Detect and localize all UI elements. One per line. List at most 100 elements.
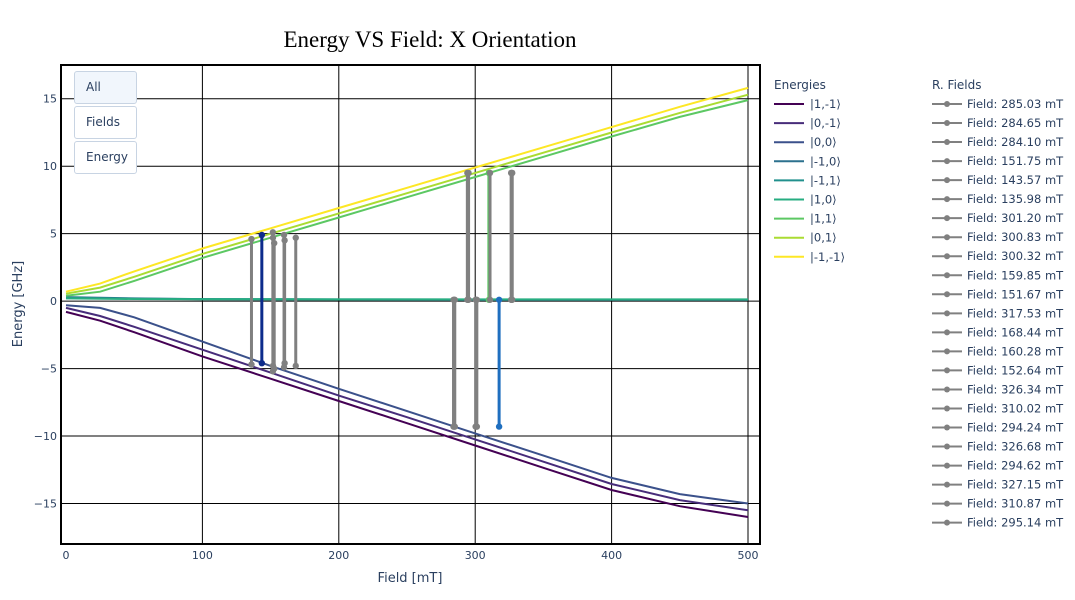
legend-field-marker <box>944 253 950 260</box>
energy-series-line <box>65 99 749 297</box>
legend-field-item[interactable]: Field: 135.98 mT <box>932 192 1064 206</box>
legend-energy-label: |-1,1⟩ <box>810 173 841 187</box>
field-line-marker <box>509 169 516 177</box>
energy-button[interactable]: Energy <box>74 141 137 174</box>
field-line-marker <box>486 169 494 177</box>
legend-energy-label: |0,1⟩ <box>810 231 837 245</box>
legend-field-marker <box>944 519 950 526</box>
field-line-marker <box>281 237 288 244</box>
legend-field-label: Field: 285.03 mT <box>967 97 1064 111</box>
legend-field-item[interactable]: Field: 285.03 mT <box>932 97 1064 111</box>
legend-field-item[interactable]: Field: 151.67 mT <box>932 287 1064 301</box>
legend-field-label: Field: 160.28 mT <box>967 344 1064 358</box>
legend-field-label: Field: 317.53 mT <box>967 306 1064 320</box>
legend-field-item[interactable]: Field: 151.75 mT <box>932 154 1064 168</box>
legend-field-marker <box>944 139 950 146</box>
legend-field-item[interactable]: Field: 295.14 mT <box>932 516 1064 530</box>
field-line-marker <box>271 239 278 247</box>
field-line-marker <box>292 234 299 241</box>
y-tick-label: 0 <box>50 295 57 308</box>
energy-series-line <box>65 304 749 505</box>
legend-field-marker <box>944 462 950 469</box>
field-line-marker <box>258 359 266 367</box>
legend-field-item[interactable]: Field: 301.20 mT <box>932 211 1064 225</box>
legend-field-label: Field: 294.24 mT <box>967 421 1064 435</box>
legend-field-item[interactable]: Field: 168.44 mT <box>932 325 1064 339</box>
field-line-marker <box>258 231 266 239</box>
legend-field-label: Field: 300.83 mT <box>967 230 1064 244</box>
legend-field-marker <box>944 310 950 317</box>
legend-energy-item[interactable]: |0,0⟩ <box>774 135 837 149</box>
legend-field-label: Field: 301.20 mT <box>967 211 1064 225</box>
legend-field-item[interactable]: Field: 152.64 mT <box>932 363 1064 377</box>
legend-field-item[interactable]: Field: 294.62 mT <box>932 459 1064 473</box>
legend-field-marker <box>944 500 950 507</box>
legend-field-item[interactable]: Field: 300.83 mT <box>932 230 1064 244</box>
energy-series-line <box>65 306 749 512</box>
legend-field-item[interactable]: Field: 310.87 mT <box>932 497 1064 511</box>
legend-field-item[interactable]: Field: 326.34 mT <box>932 382 1064 396</box>
legend-field-item[interactable]: Field: 284.10 mT <box>932 135 1064 149</box>
legend-field-item[interactable]: Field: 143.57 mT <box>932 173 1064 187</box>
field-line-marker <box>248 361 255 368</box>
fields-button[interactable]: Fields <box>74 106 137 139</box>
all-button[interactable]: All <box>74 71 137 104</box>
legend-field-marker <box>944 215 950 222</box>
legend-energy-item[interactable]: |1,1⟩ <box>774 212 837 226</box>
legend-field-label: Field: 143.57 mT <box>967 173 1064 187</box>
energy-series-line <box>65 310 749 518</box>
legend-energy-item[interactable]: |1,-1⟩ <box>774 97 841 111</box>
x-tick-label: 400 <box>601 549 622 562</box>
x-axis-title: Field [mT] <box>378 571 443 586</box>
field-line <box>495 296 503 430</box>
y-axis-title: Energy [GHz] <box>11 261 26 347</box>
legend-energy-label: |0,-1⟩ <box>810 116 841 130</box>
field-line <box>450 296 457 430</box>
legend-energy-item[interactable]: |0,-1⟩ <box>774 116 841 130</box>
field-line-marker <box>465 296 472 303</box>
field-line-marker <box>495 296 503 303</box>
legend-energy-item[interactable]: |1,0⟩ <box>774 193 837 207</box>
legend-field-label: Field: 168.44 mT <box>967 325 1064 339</box>
y-tick-label: 10 <box>43 160 57 173</box>
legend-field-label: Field: 284.65 mT <box>967 116 1064 130</box>
legend-field-label: Field: 310.87 mT <box>967 497 1064 511</box>
field-line-marker <box>248 235 255 243</box>
legend-field-item[interactable]: Field: 310.02 mT <box>932 401 1064 415</box>
field-line-marker <box>465 169 472 177</box>
plot-frame <box>60 64 761 545</box>
field-line <box>472 296 479 430</box>
field-line-marker <box>280 231 288 239</box>
field-line-marker <box>472 423 479 430</box>
legend-field-item[interactable]: Field: 327.15 mT <box>932 478 1064 492</box>
legend-fields: Field: 285.03 mT Field: 284.65 mT Field: 2… <box>932 97 1064 530</box>
legend-field-label: Field: 295.14 mT <box>967 516 1064 530</box>
legend-field-item[interactable]: Field: 300.32 mT <box>932 249 1064 263</box>
legend-field-item[interactable]: Field: 159.85 mT <box>932 268 1064 282</box>
legend-field-label: Field: 284.10 mT <box>967 135 1064 149</box>
legend-field-item[interactable]: Field: 294.24 mT <box>932 421 1064 435</box>
legend-field-label: Field: 326.34 mT <box>967 382 1064 396</box>
field-line <box>258 231 266 367</box>
legend-field-label: Field: 310.02 mT <box>967 401 1064 415</box>
legend-energy-item[interactable]: |0,1⟩ <box>774 231 837 245</box>
energy-series <box>65 86 749 518</box>
legend-energy-item[interactable]: |-1,-1⟩ <box>774 250 845 264</box>
legend-field-item[interactable]: Field: 317.53 mT <box>932 306 1064 320</box>
field-line-marker <box>292 362 299 370</box>
legend-field-marker <box>944 405 950 412</box>
legend-field-marker <box>944 291 950 298</box>
legend-field-item[interactable]: Field: 326.68 mT <box>932 440 1064 454</box>
y-tick-label: 15 <box>43 93 57 106</box>
field-line-marker <box>450 423 457 430</box>
legend-field-label: Field: 151.75 mT <box>967 154 1064 168</box>
legend-energy-item[interactable]: |-1,1⟩ <box>774 173 841 187</box>
legend-energy-label: |1,1⟩ <box>810 212 837 226</box>
field-line-marker <box>472 296 479 303</box>
legend-field-item[interactable]: Field: 160.28 mT <box>932 344 1064 358</box>
legend-energy-item[interactable]: |-1,0⟩ <box>774 154 841 168</box>
legend-fields-title: R. Fields <box>932 78 982 92</box>
legend-field-item[interactable]: Field: 284.65 mT <box>932 116 1064 130</box>
axis-ticks: 0 100 200 300 400 500 −15 −10 −5 0 5 10 15 <box>34 93 759 562</box>
